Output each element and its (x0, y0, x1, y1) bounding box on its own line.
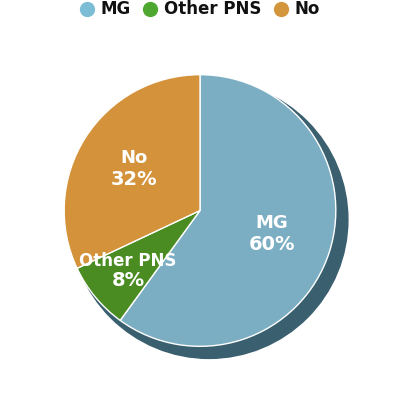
Text: Other PNS: Other PNS (79, 252, 176, 270)
Text: 32%: 32% (110, 169, 157, 189)
Wedge shape (64, 75, 200, 268)
Text: 60%: 60% (248, 235, 295, 254)
Wedge shape (120, 75, 336, 346)
Wedge shape (77, 211, 200, 320)
Text: 8%: 8% (111, 271, 144, 290)
Text: No: No (120, 149, 147, 167)
Circle shape (70, 81, 348, 358)
Text: MG: MG (255, 214, 288, 232)
Legend: MG, Other PNS, No: MG, Other PNS, No (74, 0, 326, 25)
